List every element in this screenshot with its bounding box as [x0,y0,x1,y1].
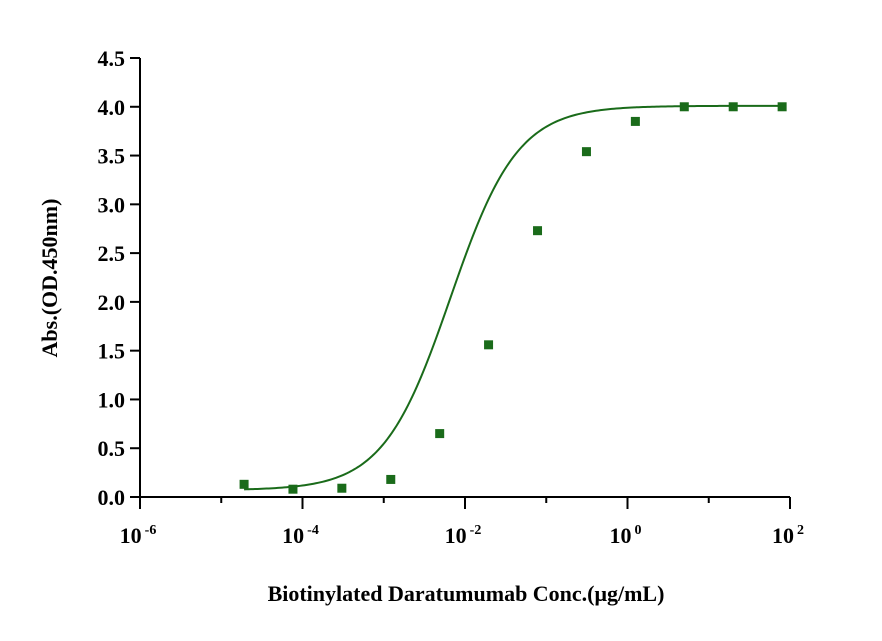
y-tick-label: 0.0 [98,485,126,510]
data-point [386,474,396,484]
data-point [533,226,543,236]
y-tick-label: 0.5 [98,436,126,461]
y-axis: 0.0 0.5 1.0 1.5 2.0 2.5 3.0 3.5 4.0 4.5 [98,46,141,510]
y-tick-label: 3.0 [98,192,126,217]
data-point [484,340,494,350]
data-point [581,147,591,157]
x-tick-label: 10 0 [610,523,642,548]
data-point [728,102,738,112]
data-point [337,483,347,493]
data-point [777,102,787,112]
fit-curve [244,104,783,491]
data-points [239,102,787,494]
y-tick-label: 2.0 [98,290,126,315]
y-tick-label: 4.5 [98,46,126,71]
x-axis: 10 -6 10 -4 10 -2 10 0 10 2 [120,496,804,548]
x-tick-label: 10 -6 [120,523,157,548]
y-tick-label: 3.5 [98,144,126,169]
y-tick-label: 4.0 [98,95,126,120]
y-tick-label: 2.5 [98,241,126,266]
x-tick-label: 10 2 [772,523,804,548]
x-tick-label: 10 -2 [445,523,482,548]
data-point [630,116,640,126]
data-point [288,484,298,494]
y-tick-label: 1.0 [98,387,126,412]
data-point [679,102,689,112]
data-point [435,429,445,439]
x-tick-label: 10 -4 [282,523,319,548]
y-tick-label: 1.5 [98,339,126,364]
data-point [239,479,249,489]
y-axis-title: Abs.(OD.450nm) [37,199,62,358]
x-axis-title: Biotinylated Daratumumab Conc.(μg/mL) [268,581,665,606]
